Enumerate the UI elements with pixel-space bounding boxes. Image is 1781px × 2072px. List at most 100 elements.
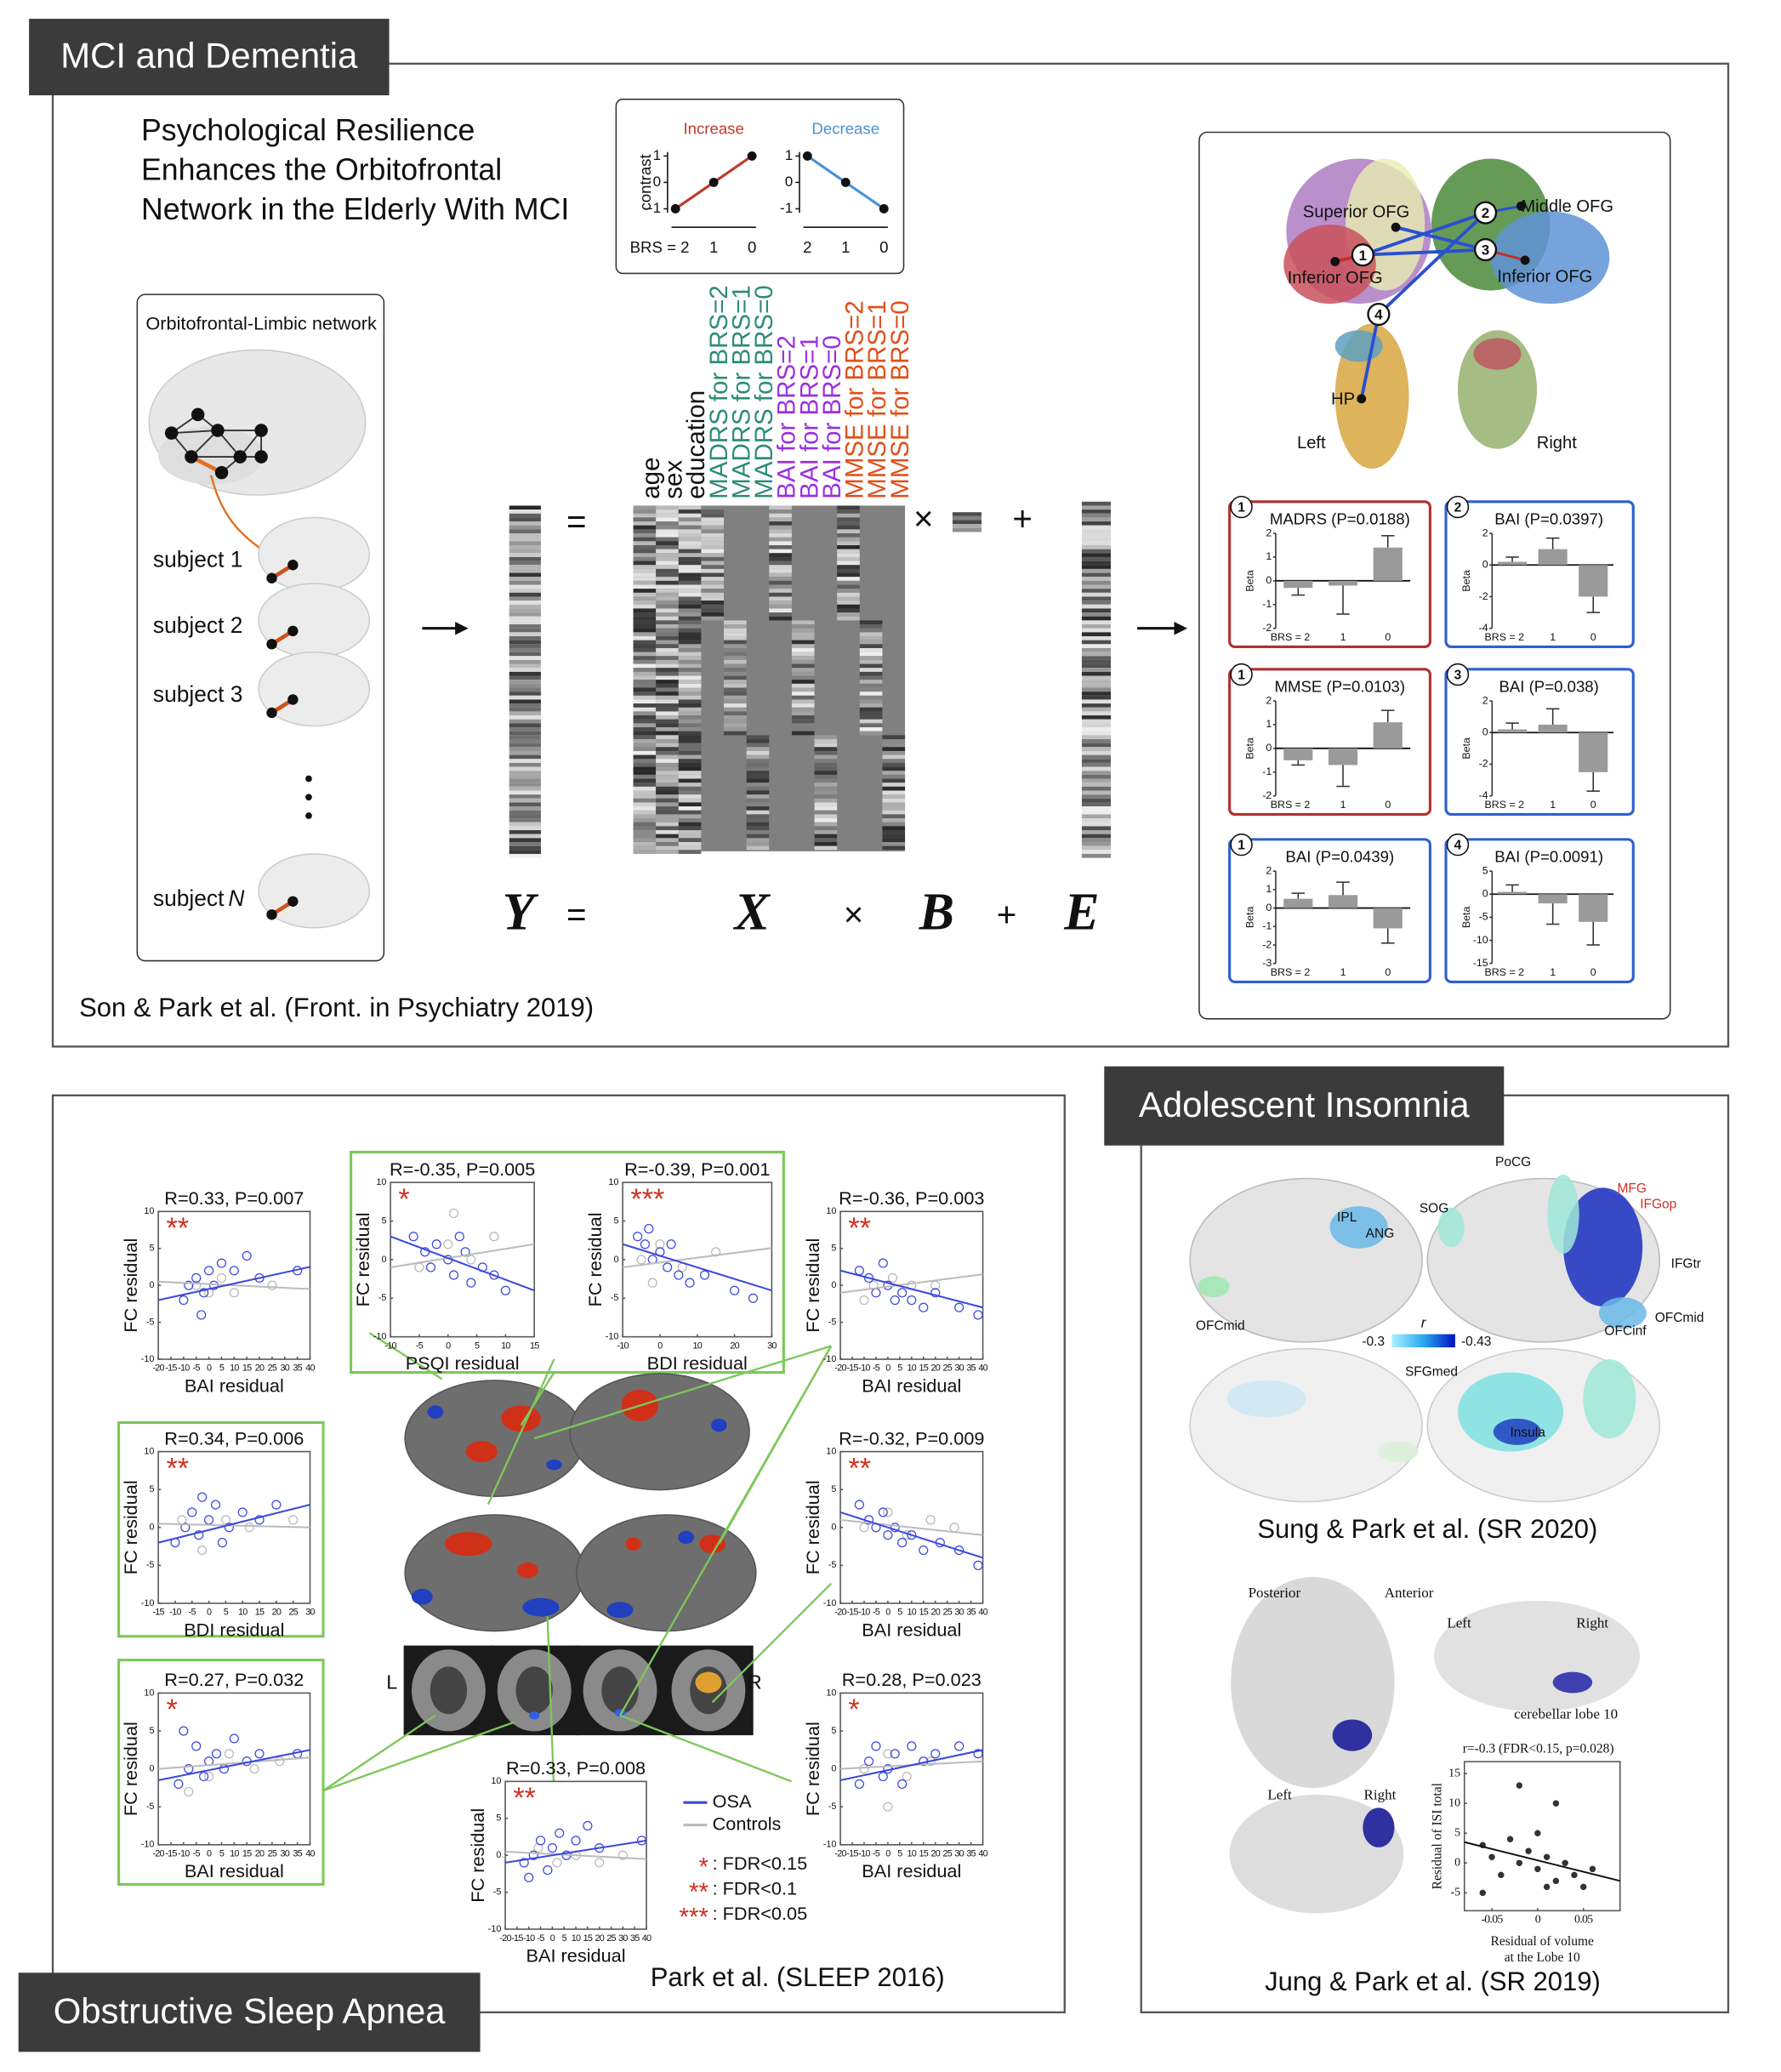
matrix-row	[678, 841, 702, 846]
matrix-row	[859, 640, 883, 645]
matrix-row	[633, 568, 657, 573]
x-tick-label: 20	[255, 1849, 265, 1859]
matrix-row	[952, 524, 982, 528]
matrix-row	[633, 668, 657, 672]
column-label: MMSE for BRS=1	[863, 300, 891, 498]
data-point	[674, 1270, 684, 1280]
matrix-row	[633, 632, 657, 637]
brain-slice	[430, 1666, 468, 1715]
data-point	[254, 1749, 265, 1759]
region-label: ANG	[1366, 1227, 1395, 1241]
control-point	[636, 1255, 646, 1265]
fit-line	[1464, 1841, 1621, 1882]
matrix-row	[1081, 620, 1112, 625]
matrix-row	[724, 671, 747, 676]
y-tick-label: 10	[826, 1688, 836, 1698]
x-tick-label: 0	[885, 1849, 890, 1859]
cluster	[546, 1459, 562, 1471]
network-node	[266, 707, 277, 719]
x-tick-label: 25	[606, 1933, 616, 1944]
network-node	[214, 465, 229, 480]
matrix-row	[769, 612, 792, 617]
column-label: MADRS for BRS=0	[750, 285, 778, 498]
matrix-row	[882, 841, 906, 846]
matrix-row	[1081, 774, 1112, 779]
matrix-row	[656, 568, 679, 573]
data-point	[1589, 1865, 1596, 1873]
matrix-row	[746, 743, 770, 748]
y-tick-label: -5	[1450, 1887, 1460, 1899]
x-tick-label: 5	[897, 1363, 902, 1374]
matrix-row	[509, 826, 541, 831]
colorbar-title: r	[1421, 1315, 1427, 1331]
region-label: SFGmed	[1405, 1365, 1458, 1380]
y-tick-label: -5	[828, 1317, 837, 1327]
matrix-row	[678, 743, 702, 748]
y-tick-label: -10	[606, 1332, 619, 1342]
connection	[1377, 211, 1487, 316]
panel-badge-label: 4	[1454, 839, 1462, 853]
y-tick-label: 0	[149, 1523, 154, 1533]
panel-badge-label: 3	[1454, 669, 1462, 683]
matrix-row	[1081, 830, 1112, 834]
matrix-row	[678, 628, 702, 633]
matrix-row	[769, 549, 792, 554]
control-point	[197, 1545, 208, 1556]
matrix-row	[882, 743, 906, 748]
x-tick-label: -20	[834, 1363, 846, 1374]
x-tick-label: 1	[841, 238, 850, 256]
matrix-row	[1081, 553, 1112, 557]
matrix-row	[633, 731, 657, 736]
matrix-row	[1081, 790, 1112, 795]
matrix-row	[509, 549, 541, 554]
matrix-row	[509, 671, 541, 676]
fit-line	[504, 1839, 647, 1864]
matrix-row	[859, 723, 883, 728]
region	[1378, 1441, 1419, 1463]
matrix-row	[509, 727, 541, 731]
y-tick-label: -10	[488, 1924, 502, 1934]
x-tick-label: BRS = 2	[1485, 631, 1525, 643]
x-tick-label: -15	[511, 1933, 523, 1944]
panel-title: BAI (P=0.038)	[1499, 677, 1598, 695]
matrix-row	[656, 783, 679, 787]
matrix-row	[837, 525, 860, 530]
matrix-row	[1081, 624, 1112, 629]
plot-title: R=-0.39, P=0.001	[624, 1158, 770, 1180]
x-tick-label: -15	[165, 1849, 177, 1859]
matrix-row	[633, 616, 657, 621]
matrix-row	[656, 727, 679, 731]
panel-title: BAI (P=0.0091)	[1494, 848, 1603, 866]
plot-frame	[839, 1692, 984, 1846]
matrix-row	[701, 565, 725, 569]
x-tick-label: 20	[595, 1933, 604, 1944]
section-label: MCI and Dementia	[60, 36, 358, 76]
matrix-row	[509, 675, 541, 680]
y-tick-label: -5	[146, 1560, 155, 1570]
fit-line	[839, 1511, 983, 1559]
matrix-row	[1081, 616, 1112, 621]
matrix-row	[724, 692, 747, 696]
fit-line	[839, 1518, 983, 1536]
highlight-box	[117, 1420, 325, 1638]
plot-title: R=0.33, P=0.007	[164, 1187, 304, 1209]
x-tick-label: -15	[846, 1608, 858, 1618]
matrix-row	[678, 778, 702, 783]
legend-stars: **	[689, 1878, 708, 1906]
region-label: MFG	[1618, 1181, 1647, 1196]
matrix-row	[509, 850, 541, 854]
x-axis-label: BDI residual	[647, 1352, 748, 1374]
matrix-row	[791, 659, 815, 664]
matrix-row	[633, 505, 657, 510]
y-tick-label: 10	[608, 1177, 618, 1187]
x-tick-label: 20	[930, 1849, 940, 1859]
matrix-row	[509, 604, 541, 609]
y-tick-label: 1	[785, 147, 793, 163]
x-tick-label: 0	[748, 238, 756, 256]
connector	[322, 1714, 436, 1792]
axis-label: Beta	[1460, 907, 1472, 929]
matrix-row	[837, 505, 860, 510]
x-tick-label: -10	[523, 1933, 535, 1944]
y-tick-label: 2	[1482, 527, 1488, 538]
